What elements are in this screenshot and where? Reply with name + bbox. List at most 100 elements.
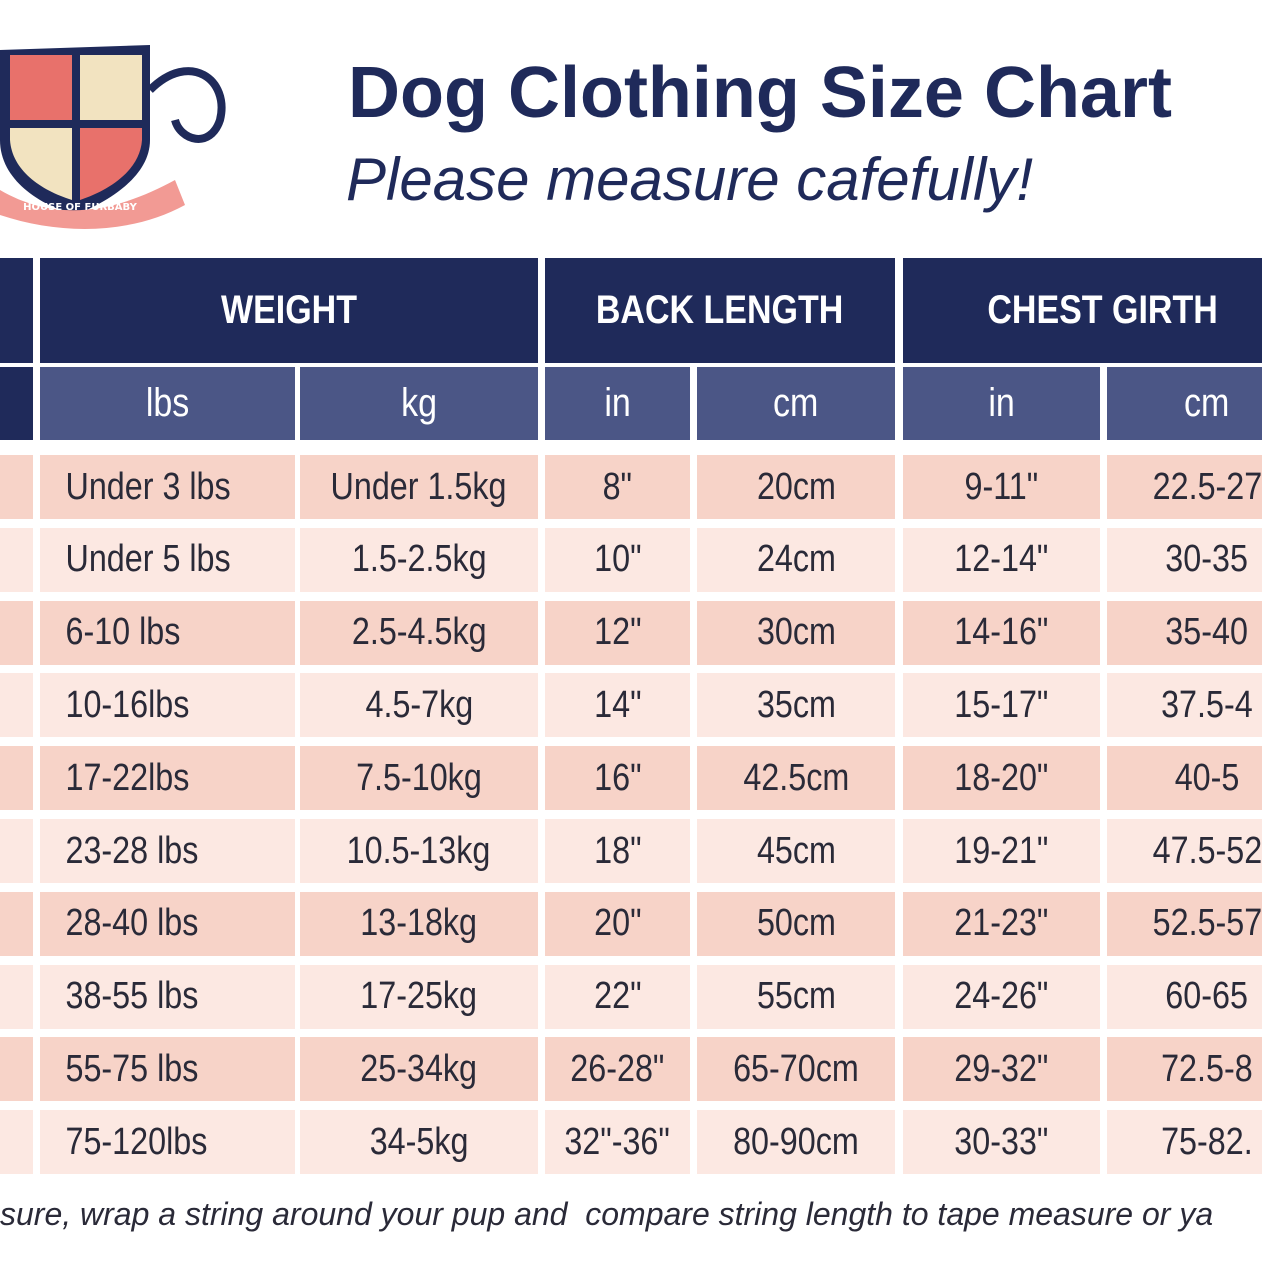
cell-text: 12" bbox=[593, 611, 642, 654]
table-cell: 15-17" bbox=[903, 673, 1100, 738]
unit-header: lbs bbox=[40, 367, 295, 440]
logo-quarter bbox=[10, 55, 72, 120]
cell-text: 30-33" bbox=[954, 1120, 1049, 1163]
cell-text: 45cm bbox=[756, 829, 836, 872]
table-cell: 32"-36" bbox=[545, 1110, 690, 1175]
table-cell: 23-28 lbs bbox=[40, 819, 295, 883]
table-cell: 8" bbox=[545, 455, 690, 519]
group-header: WEIGHT bbox=[40, 258, 538, 363]
logo-banner bbox=[0, 180, 185, 229]
row-stub bbox=[0, 1110, 33, 1175]
table-cell: 72.5-8 bbox=[1107, 1037, 1262, 1102]
table-cell: 38-55 lbs bbox=[40, 964, 295, 1029]
table-cell: 28-40 lbs bbox=[40, 891, 295, 956]
table-cell: 55cm bbox=[697, 964, 895, 1029]
cell-text: 14" bbox=[593, 683, 642, 726]
cell-text: in bbox=[988, 381, 1015, 425]
table-cell: 60-65 bbox=[1107, 964, 1262, 1029]
table-cell: 17-25kg bbox=[300, 964, 538, 1029]
cell-text: 4.5-7kg bbox=[365, 683, 473, 726]
table-cell: 24cm bbox=[697, 527, 895, 592]
table-cell: 65-70cm bbox=[697, 1037, 895, 1102]
cell-text: 23-28 lbs bbox=[65, 829, 199, 872]
cell-text: 14-16" bbox=[954, 611, 1049, 654]
table-cell: 18" bbox=[545, 819, 690, 883]
table-cell: 24-26" bbox=[903, 964, 1100, 1029]
table-cell: 30-35 bbox=[1107, 527, 1262, 592]
table-cell: 75-82. bbox=[1107, 1110, 1262, 1175]
cell-text: 6-10 lbs bbox=[65, 611, 181, 654]
cell-text: 2.5-4.5kg bbox=[351, 611, 487, 654]
cell-text: 12-14" bbox=[954, 538, 1049, 581]
cell-text: 13-18kg bbox=[360, 902, 478, 945]
cell-text: BACK LENGTH bbox=[596, 288, 844, 332]
cell-text: 55-75 lbs bbox=[65, 1047, 199, 1090]
cell-text: 72.5-8 bbox=[1161, 1047, 1253, 1090]
cell-text: 1.5-2.5kg bbox=[351, 538, 487, 581]
logo-text: HOUSE OF FURBABY bbox=[23, 202, 137, 213]
cell-text: 35-40 bbox=[1165, 611, 1249, 654]
cell-text: 50cm bbox=[756, 902, 836, 945]
cell-text: 26-28" bbox=[570, 1047, 665, 1090]
cell-text: 52.5-57 bbox=[1152, 902, 1262, 945]
table-cell: 35cm bbox=[697, 673, 895, 738]
cell-text: 25-34kg bbox=[360, 1047, 478, 1090]
row-stub bbox=[0, 891, 33, 956]
cell-text: 35cm bbox=[756, 683, 836, 726]
table-cell: 47.5-52 bbox=[1107, 819, 1262, 883]
table-cell: 4.5-7kg bbox=[300, 673, 538, 738]
cell-text: 10" bbox=[593, 538, 642, 581]
table-cell: 55-75 lbs bbox=[40, 1037, 295, 1102]
row-stub bbox=[0, 746, 33, 811]
table-cell: 45cm bbox=[697, 819, 895, 883]
cell-text: 9-11" bbox=[964, 465, 1039, 508]
title: Dog Clothing Size Chart bbox=[348, 53, 1172, 133]
cell-text: lbs bbox=[145, 381, 190, 425]
cell-text: 24cm bbox=[756, 538, 836, 581]
table-cell: 1.5-2.5kg bbox=[300, 527, 538, 592]
cell-text: 47.5-52 bbox=[1152, 829, 1262, 872]
cell-text: kg bbox=[401, 381, 437, 425]
table-cell: 22" bbox=[545, 964, 690, 1029]
cell-text: in bbox=[604, 381, 631, 425]
cell-text: 8" bbox=[602, 465, 633, 508]
cell-text: 60-65 bbox=[1165, 975, 1249, 1018]
cell-text: Under 1.5kg bbox=[331, 465, 507, 508]
table-cell: 20cm bbox=[697, 455, 895, 519]
cell-text: 22.5-27 bbox=[1152, 465, 1262, 508]
cell-text: 55cm bbox=[756, 975, 836, 1018]
cell-text: cm bbox=[773, 381, 819, 425]
row-stub bbox=[0, 455, 33, 519]
cell-text: 19-21" bbox=[954, 829, 1049, 872]
cell-text: 37.5-4 bbox=[1161, 683, 1253, 726]
cell-text: 75-120lbs bbox=[65, 1120, 208, 1163]
cell-text: 21-23" bbox=[954, 902, 1049, 945]
unit-header: kg bbox=[300, 367, 538, 440]
cell-text: 32"-36" bbox=[564, 1120, 671, 1163]
table-cell: 12-14" bbox=[903, 527, 1100, 592]
table-cell: 16" bbox=[545, 746, 690, 811]
table-cell: 2.5-4.5kg bbox=[300, 600, 538, 665]
logo-quarter bbox=[10, 128, 72, 200]
table-cell: 29-32" bbox=[903, 1037, 1100, 1102]
table-cell: 42.5cm bbox=[697, 746, 895, 811]
unit-header: cm bbox=[1107, 367, 1262, 440]
table-cell: 80-90cm bbox=[697, 1110, 895, 1175]
table-cell: 26-28" bbox=[545, 1037, 690, 1102]
row-stub bbox=[0, 819, 33, 883]
logo-flourish bbox=[147, 67, 226, 143]
table-cell: 34-5kg bbox=[300, 1110, 538, 1175]
cell-text: Under 3 lbs bbox=[65, 465, 231, 508]
table-cell: 6-10 lbs bbox=[40, 600, 295, 665]
cell-text: 15-17" bbox=[954, 683, 1049, 726]
cell-text: 10-16lbs bbox=[65, 683, 190, 726]
subtitle: Please measure cafefully! bbox=[346, 146, 1034, 213]
group-header: CHEST GIRTH bbox=[903, 258, 1262, 363]
cell-text: 65-70cm bbox=[733, 1047, 859, 1090]
row-stub bbox=[0, 527, 33, 592]
table-cell: 50cm bbox=[697, 891, 895, 956]
group-header: BACK LENGTH bbox=[545, 258, 895, 363]
table-cell: 14" bbox=[545, 673, 690, 738]
cell-text: 16" bbox=[593, 756, 642, 799]
